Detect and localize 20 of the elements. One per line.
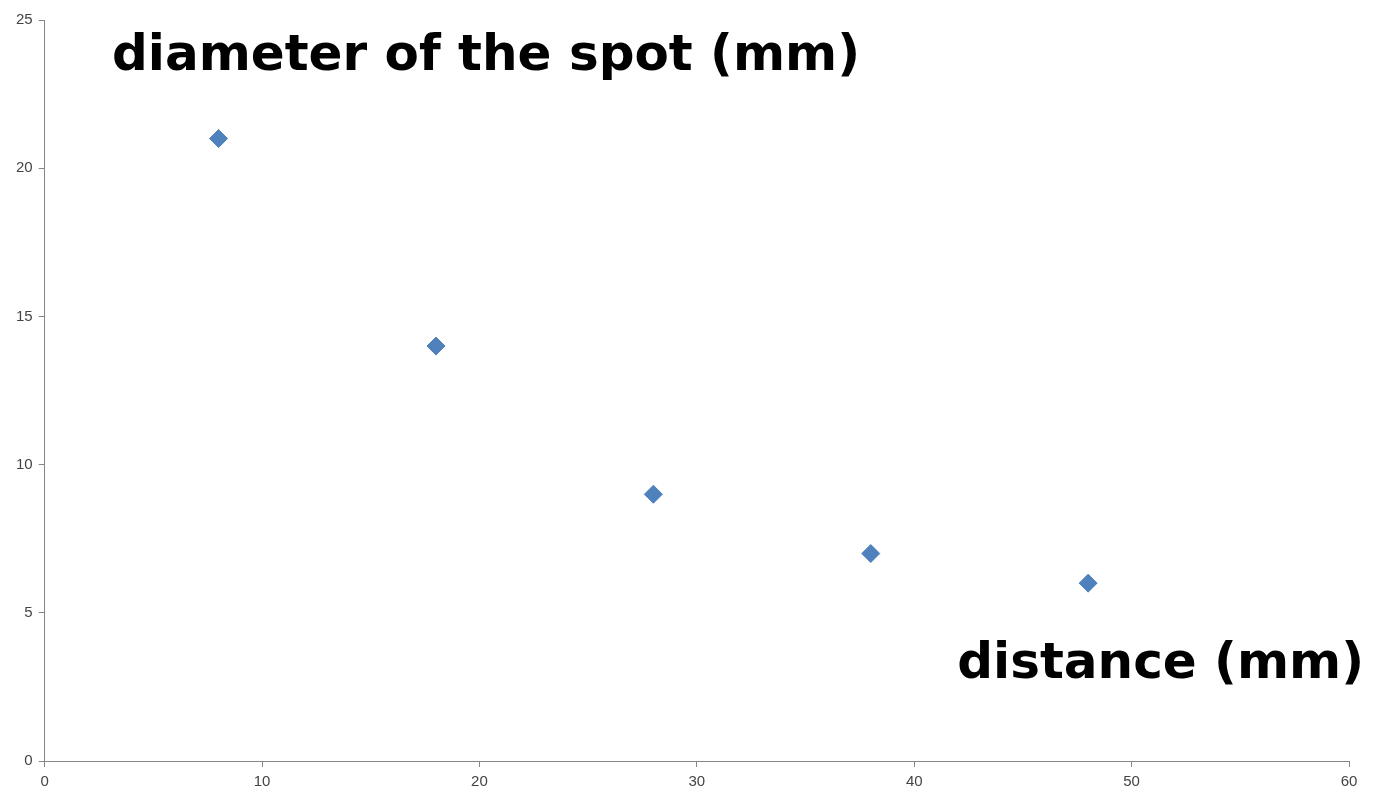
y-tick-label: 15	[16, 306, 33, 324]
x-tick-label: 0	[40, 772, 49, 790]
x-tick-label: 50	[1123, 772, 1140, 790]
x-tick-label: 10	[253, 772, 271, 790]
point	[861, 544, 881, 564]
y-axis-title: diameter of the spot (mm)	[112, 23, 860, 82]
y-tick-label: 20	[16, 158, 33, 176]
y-tick-label: 10	[16, 454, 33, 472]
y-tick-label: 5	[24, 602, 33, 620]
point	[643, 484, 663, 504]
y-tick-label: 0	[24, 751, 33, 769]
point	[209, 129, 229, 149]
x-axis-title: distance (mm)	[957, 631, 1364, 690]
point	[1078, 573, 1098, 593]
x-tick-label: 60	[1340, 772, 1358, 790]
x-tick-label: 20	[471, 772, 488, 790]
x-tick-label: 30	[688, 772, 706, 790]
x-tick-label: 40	[905, 772, 923, 790]
point	[426, 336, 446, 356]
y-tick-label: 25	[16, 10, 33, 28]
